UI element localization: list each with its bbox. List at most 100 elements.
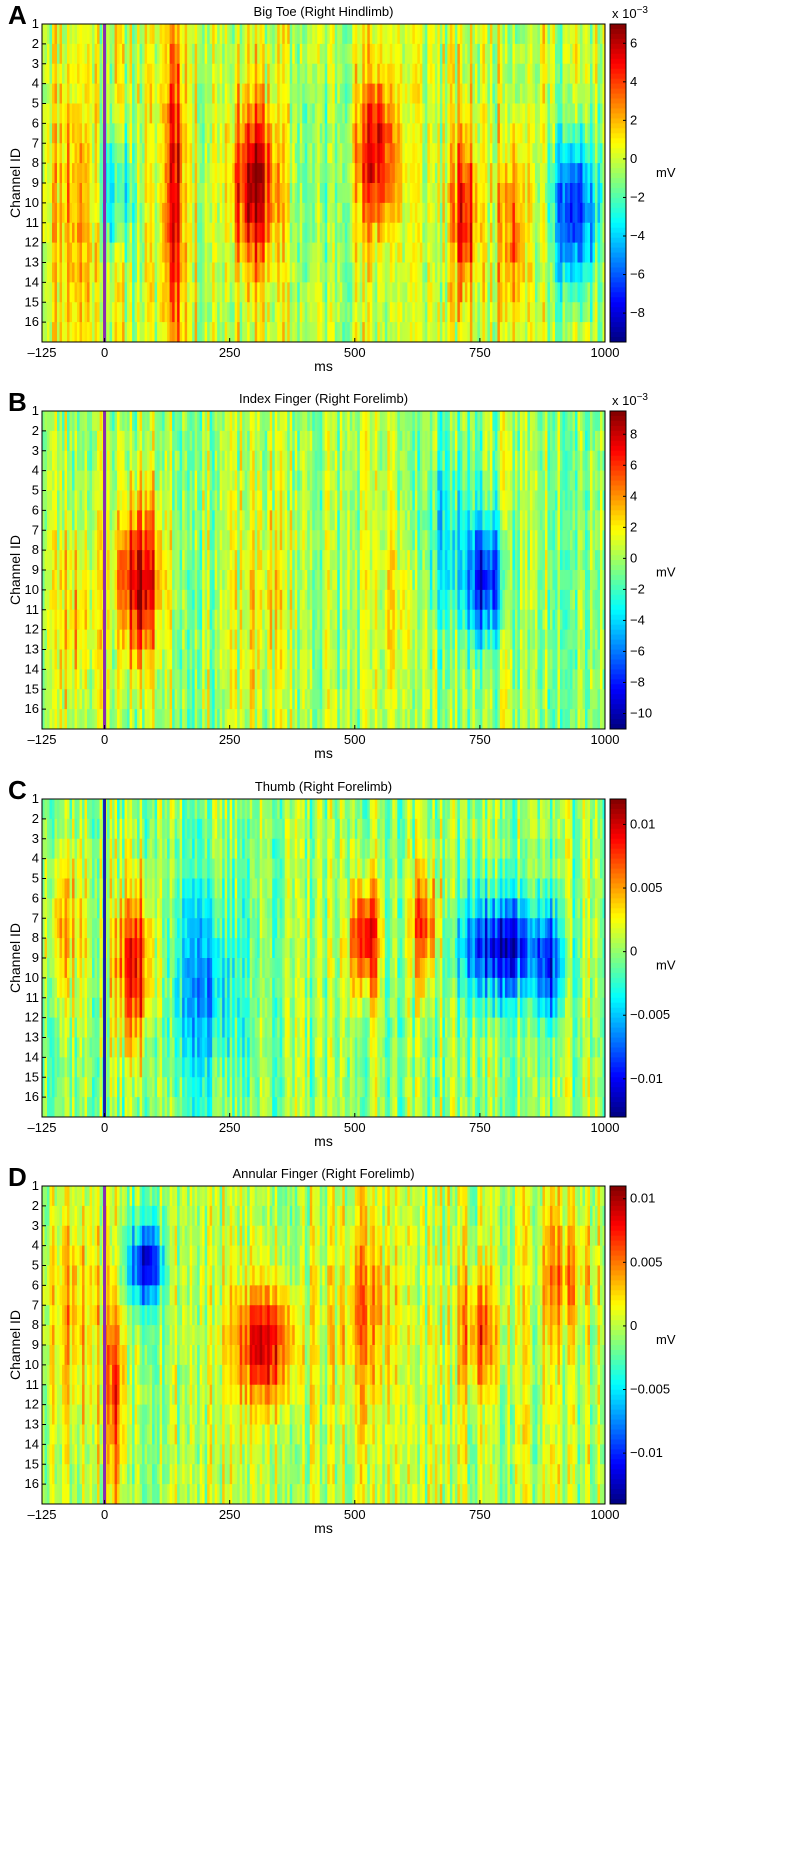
heatmap-cell [202, 163, 206, 184]
heatmap-cell [597, 490, 601, 511]
heatmap-cell [239, 411, 243, 432]
heatmap-cell [444, 43, 448, 65]
heatmap-cell [422, 430, 426, 452]
heatmap-cell [459, 322, 463, 343]
heatmap-cell [474, 163, 478, 184]
heatmap-cell [554, 450, 558, 472]
heatmap-cell [247, 83, 251, 104]
heatmap-cell [92, 202, 95, 224]
heatmap-cell [474, 103, 478, 124]
heatmap-cell [589, 470, 593, 491]
heatmap-cell [257, 123, 261, 144]
heatmap-cell [319, 430, 323, 452]
heatmap-cell [322, 63, 326, 85]
heatmap-cell [384, 202, 388, 224]
heatmap-cell [600, 450, 603, 472]
heatmap-cell [262, 222, 266, 244]
heatmap-cell [497, 123, 501, 144]
heatmap-cell [600, 143, 603, 164]
heatmap-cell [249, 242, 253, 263]
heatmap-cell [234, 222, 238, 244]
heatmap-cell [534, 123, 538, 144]
heatmap-cell [417, 63, 421, 85]
heatmap-cell [484, 242, 488, 263]
heatmap-cell [239, 123, 243, 144]
heatmap-cell [349, 490, 353, 511]
heatmap-cell [374, 222, 378, 244]
heatmap-cell [312, 163, 316, 184]
heatmap-cell [542, 202, 546, 224]
heatmap-cell [514, 242, 518, 263]
heatmap-cell [339, 222, 343, 244]
heatmap-cell [57, 183, 60, 204]
heatmap-cell [304, 83, 308, 104]
heatmap-cell [379, 322, 383, 343]
heatmap-cell [269, 510, 273, 531]
heatmap-cell [452, 430, 456, 452]
heatmap-cell [462, 470, 466, 491]
heatmap-cell [354, 103, 358, 124]
heatmap-cell [92, 143, 95, 164]
heatmap-cell [554, 430, 558, 452]
heatmap-cell [324, 510, 328, 531]
heatmap-cell [527, 490, 531, 511]
colorbar-step [610, 257, 626, 263]
heatmap-cell [94, 143, 98, 164]
heatmap-cell [542, 470, 546, 491]
heatmap-cell [409, 302, 413, 323]
heatmap-cell [524, 450, 528, 472]
heatmap-cell [109, 222, 113, 244]
heatmap-cell [132, 83, 135, 104]
heatmap-cell [579, 83, 583, 104]
heatmap-cell [134, 183, 138, 204]
heatmap-cell [57, 510, 60, 531]
heatmap-cell [112, 242, 115, 263]
heatmap-cell [539, 450, 543, 472]
heatmap-cell [184, 83, 188, 104]
heatmap-cell [77, 510, 80, 531]
heatmap-cell [54, 411, 58, 432]
heatmap-cell [184, 490, 188, 511]
heatmap-cell [479, 490, 483, 511]
heatmap-cell [262, 322, 266, 343]
heatmap-cell [332, 302, 336, 323]
heatmap-cell [542, 322, 546, 343]
heatmap-cell [249, 183, 253, 204]
heatmap-cell [214, 163, 218, 184]
heatmap-cell [409, 490, 413, 511]
heatmap-cell [224, 450, 228, 472]
heatmap-cell [247, 24, 251, 45]
heatmap-cell [357, 262, 361, 283]
heatmap-cell [512, 24, 516, 45]
heatmap-cell [452, 490, 456, 511]
heatmap-cell [389, 242, 393, 263]
heatmap-cell [449, 103, 453, 124]
heatmap-cell [314, 242, 318, 263]
heatmap-cell [354, 490, 358, 511]
heatmap-cell [42, 222, 45, 244]
heatmap-cell [189, 83, 193, 104]
heatmap-cell [219, 242, 223, 263]
heatmap-cell [314, 282, 318, 303]
heatmap-cell [304, 470, 308, 491]
heatmap-cell [92, 24, 95, 45]
heatmap-cell [357, 183, 361, 204]
heatmap-cell [219, 490, 223, 511]
heatmap-cell [82, 430, 85, 452]
heatmap-cell [257, 282, 261, 303]
heatmap-cell [597, 183, 601, 204]
heatmap-cell [197, 222, 201, 244]
heatmap-cell [469, 411, 473, 432]
heatmap-cell [304, 143, 308, 164]
heatmap-cell [354, 123, 358, 144]
heatmap-cell [342, 411, 346, 432]
heatmap-cell [117, 202, 120, 224]
heatmap-cell [194, 322, 198, 343]
heatmap-cell [227, 222, 231, 244]
heatmap-cell [407, 63, 411, 85]
heatmap-cell [419, 63, 423, 85]
heatmap-cell [209, 262, 213, 283]
heatmap-cell [234, 470, 238, 491]
heatmap-cell [479, 411, 483, 432]
heatmap-cell [219, 510, 223, 531]
